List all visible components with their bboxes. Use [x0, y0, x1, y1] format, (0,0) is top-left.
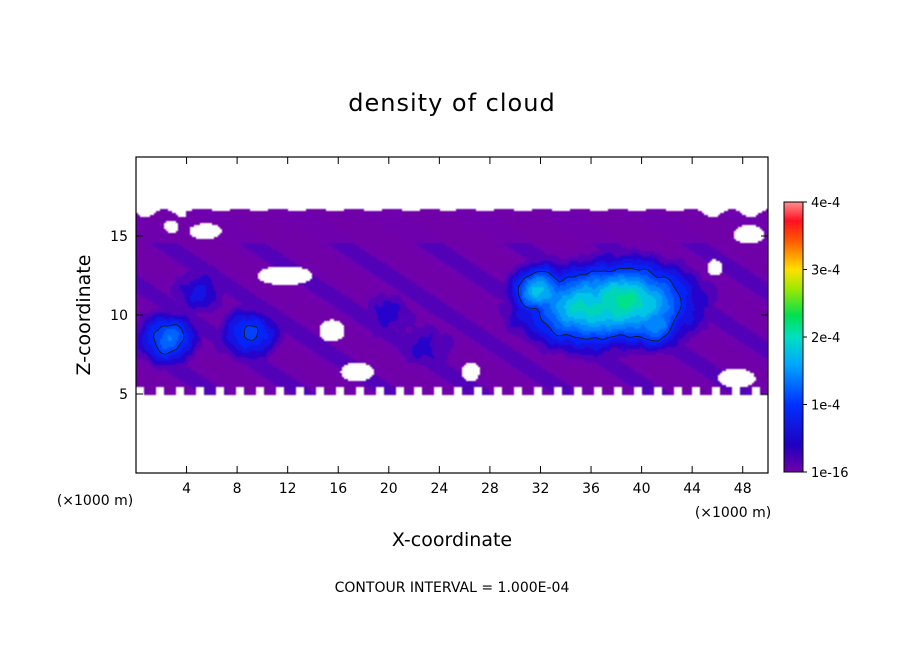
- colorbar-tick-label: 2e-4: [811, 331, 840, 346]
- y-tick-label: 15: [110, 229, 128, 245]
- colorbar-gradient: [784, 202, 803, 472]
- heatmap-field: [136, 157, 768, 473]
- colorbar-tick-label: 4e-4: [811, 196, 840, 211]
- x-tick-label: 36: [582, 481, 600, 497]
- x-tick-label: 28: [481, 481, 499, 497]
- x-tick-label: 4: [182, 481, 191, 497]
- colorbar-tick-label: 1e-16: [811, 466, 849, 481]
- x-tick-label: 48: [734, 481, 752, 497]
- x-tick-label: 32: [532, 481, 550, 497]
- x-tick-label: 8: [233, 481, 242, 497]
- contour-line: [153, 267, 682, 355]
- y-axis-ticks: 5 10 15: [110, 229, 768, 403]
- x-tick-label: 12: [279, 481, 297, 497]
- contour-lines: [153, 267, 682, 355]
- y-axis-label: Z-coordinate: [73, 255, 95, 376]
- y-tick-label: 5: [119, 387, 128, 403]
- colorbar-ticks: 1e-16 1e-4 2e-4 3e-4 4e-4: [803, 196, 849, 481]
- y-tick-label: 10: [110, 308, 128, 324]
- chart-title: density of cloud: [348, 89, 555, 117]
- heatmap-image: [136, 157, 768, 473]
- x-unit-label: (×1000 m): [695, 505, 771, 521]
- colorbar-tick-label: 3e-4: [811, 264, 840, 279]
- x-tick-label: 16: [329, 481, 347, 497]
- x-axis-ticks: 4 8 12 16 20 24 28 32 36 40 44 48: [182, 157, 752, 497]
- x-tick-label: 20: [380, 481, 398, 497]
- colorbar: 1e-16 1e-4 2e-4 3e-4 4e-4: [783, 196, 849, 481]
- contour-interval-note: CONTOUR INTERVAL = 1.000E-04: [335, 580, 570, 596]
- z-unit-label: (×1000 m): [57, 493, 133, 509]
- colorbar-tick-label: 1e-4: [811, 399, 840, 414]
- x-tick-label: 44: [683, 481, 701, 497]
- x-axis-label: X-coordinate: [392, 529, 512, 551]
- x-tick-label: 24: [430, 481, 448, 497]
- x-tick-label: 40: [633, 481, 651, 497]
